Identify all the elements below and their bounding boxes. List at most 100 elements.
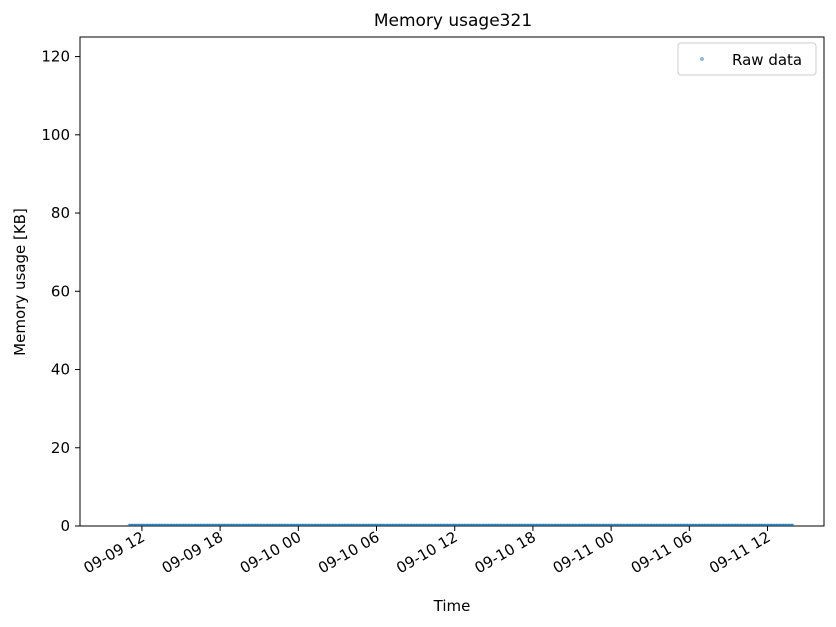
data-point [247,523,251,527]
data-point [706,523,710,527]
x-tick-label-7: 09-11 06 [628,528,695,577]
data-point [439,523,443,527]
data-point [193,523,197,527]
data-point [622,523,626,527]
data-point [658,523,662,527]
data-point [409,523,413,527]
data-point [763,523,767,527]
chart-title: Memory usage321 [374,11,532,31]
data-point [556,523,560,527]
y-axis: 0 20 40 60 80 100 120 [41,48,80,535]
data-point [652,523,656,527]
data-point [682,523,686,527]
data-point [202,523,206,527]
data-point [316,523,320,527]
data-point [448,523,452,527]
plot-frame [79,36,825,527]
data-point [544,523,548,527]
data-point [280,523,284,527]
data-point [520,523,524,527]
data-point [370,523,374,527]
data-point [352,523,356,527]
data-point [223,523,227,527]
data-point [790,523,794,527]
data-point [712,523,716,527]
x-tick-label-5: 09-10 18 [472,528,539,577]
legend-marker-raw-data [700,57,704,61]
x-tick-label-3: 09-10 06 [315,528,382,577]
data-point [220,523,224,527]
data-point [703,523,707,527]
legend: Raw data [677,42,817,76]
data-point [493,523,497,527]
data-point [397,523,401,527]
data-point [436,523,440,527]
data-point [388,523,392,527]
data-point [565,523,569,527]
data-point [496,523,500,527]
data-point [406,523,410,527]
data-point [373,523,377,527]
data-point [574,523,578,527]
plot-area [79,36,825,527]
data-point [673,523,677,527]
data-point [358,523,362,527]
data-point [175,523,179,527]
data-point [607,523,611,527]
data-point [769,523,773,527]
data-point [523,523,527,527]
data-point [250,523,254,527]
data-point [739,523,743,527]
data-point [325,523,329,527]
data-point [490,523,494,527]
data-point [532,523,536,527]
data-point [466,523,470,527]
data-point [298,523,302,527]
data-point [190,523,194,527]
data-point [721,523,725,527]
data-point [475,523,479,527]
data-point [472,523,476,527]
y-tick-label-100: 100 [41,126,70,144]
data-point [511,523,515,527]
data-point [337,523,341,527]
y-tick-label-60: 60 [51,282,70,300]
data-point [391,523,395,527]
data-point [781,523,785,527]
data-point [730,523,734,527]
data-point [643,523,647,527]
data-point [661,523,665,527]
data-point [481,523,485,527]
data-point [760,523,764,527]
data-point [346,523,350,527]
data-point [562,523,566,527]
data-point [256,523,260,527]
y-tick-label-120: 120 [41,48,70,66]
data-point [718,523,722,527]
data-point [655,523,659,527]
data-point [289,523,293,527]
data-point [421,523,425,527]
data-point [478,523,482,527]
data-point [688,523,692,527]
data-point [505,523,509,527]
data-point [349,523,353,527]
data-point [595,523,599,527]
data-point [727,523,731,527]
data-point [181,523,185,527]
data-point [670,523,674,527]
data-point [334,523,338,527]
data-point [538,523,542,527]
data-point [418,523,422,527]
data-point [550,523,554,527]
data-point [625,523,629,527]
data-point [484,523,488,527]
data-point [601,523,605,527]
data-point [367,523,371,527]
data-point [331,523,335,527]
data-point [445,523,449,527]
data-point [172,523,176,527]
data-point [226,523,230,527]
data-point [214,523,218,527]
data-point [394,523,398,527]
